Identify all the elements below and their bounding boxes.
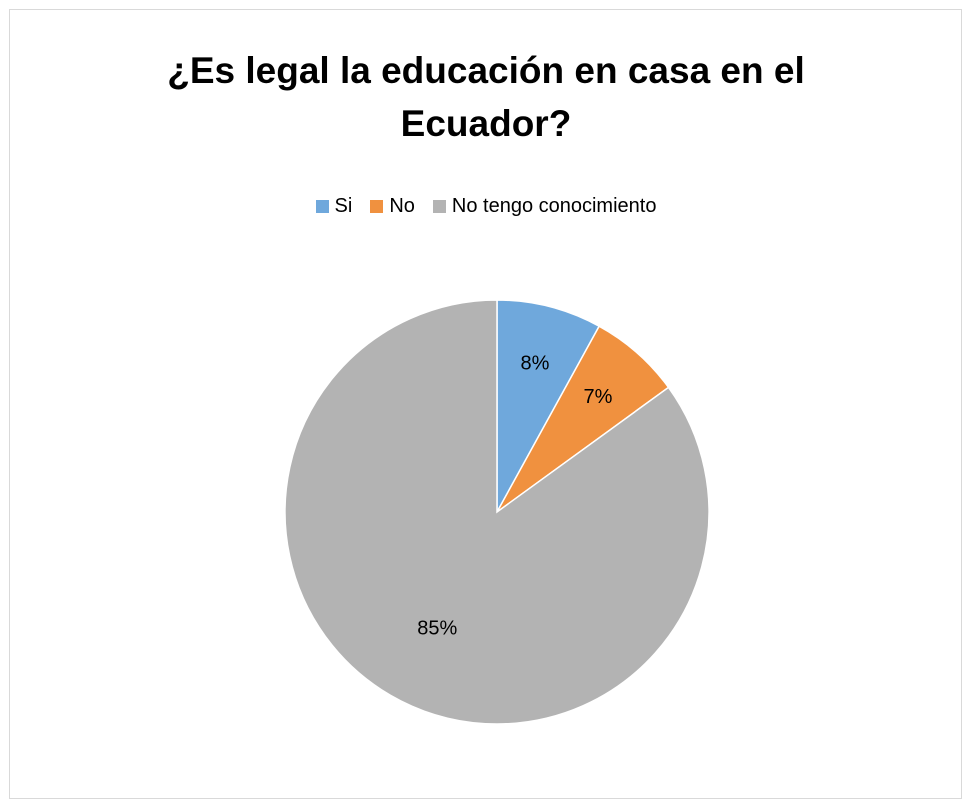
legend-swatch-si <box>315 200 329 213</box>
data-label-si: 8% <box>521 352 550 374</box>
legend-item-no: No <box>370 195 415 218</box>
pie-slice-no-tengo-conocimiento <box>284 299 710 725</box>
pie-slice-si <box>496 299 601 513</box>
data-label-no: 7% <box>583 386 612 408</box>
legend-label-no-tengo-conocimiento: No tengo conocimiento <box>451 195 657 217</box>
legend-label-si: Si <box>334 195 353 217</box>
legend-label-no: No <box>389 195 415 217</box>
legend-item-si: Si <box>315 195 353 218</box>
chart-title-line-2: Ecuador? <box>400 103 572 144</box>
legend-item-no-tengo-conocimiento: No tengo conocimiento <box>432 195 657 218</box>
data-label-no-tengo-conocimiento: 85% <box>417 617 457 639</box>
legend-swatch-no-tengo-conocimiento <box>432 200 446 213</box>
legend-swatch-no <box>370 200 384 213</box>
chart-title-line-1: ¿Es legal la educación en casa en el <box>167 50 805 91</box>
chart-title: ¿Es legal la educación en casa en el Ecu… <box>0 44 972 150</box>
chart-legend: Si No No tengo conocimiento <box>0 195 972 218</box>
